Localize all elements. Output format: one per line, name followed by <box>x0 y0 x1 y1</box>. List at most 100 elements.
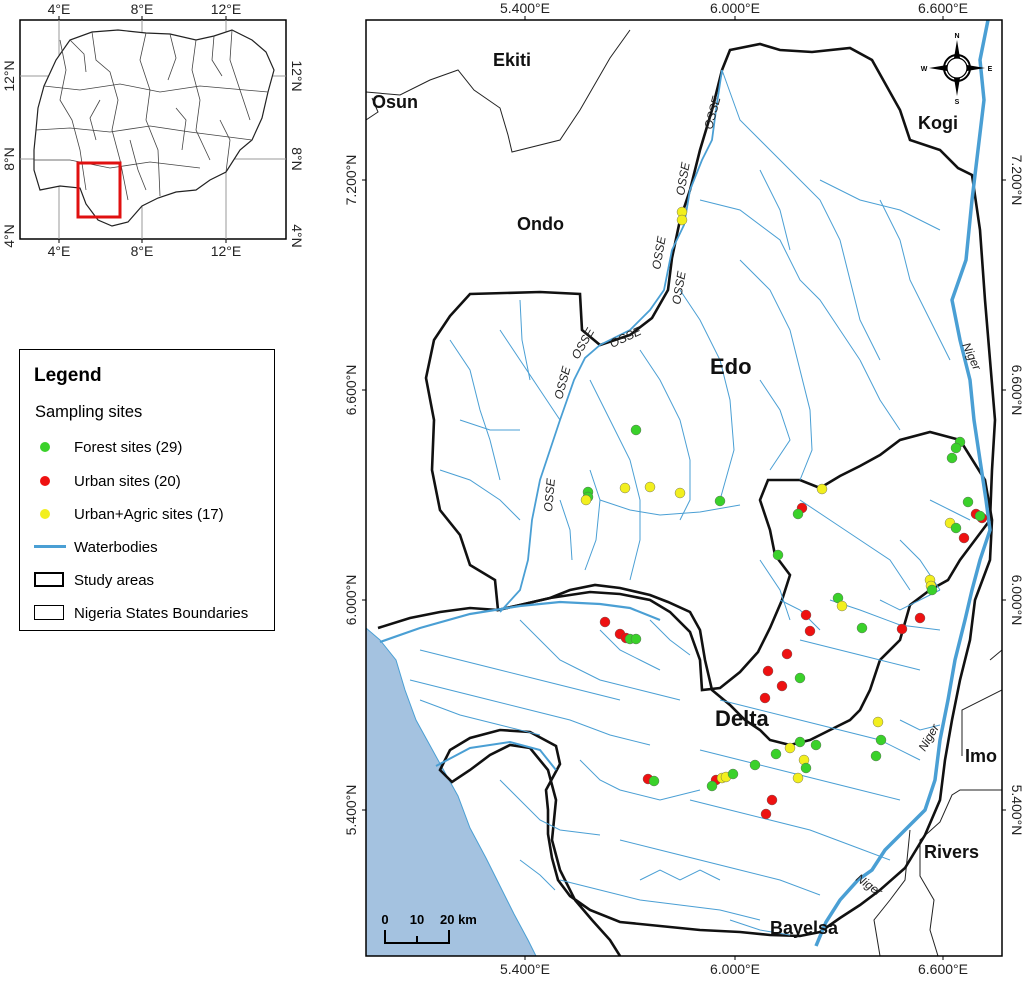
urban-site-marker <box>759 692 771 704</box>
compass-e: E <box>988 66 993 73</box>
forest-site-marker <box>800 762 812 774</box>
forest-site-marker <box>950 522 962 534</box>
inset-top-tick-1: 4°E <box>48 1 71 17</box>
urban-site-marker <box>914 612 926 624</box>
state-label-ekiti: Ekiti <box>493 50 531 70</box>
urban-site-marker <box>760 808 772 820</box>
legend-item-forest: Forest sites (29) <box>34 437 182 457</box>
scale-label-10: 10 <box>410 912 424 927</box>
inset-top-tick-3: 12°E <box>211 1 242 17</box>
legend-item-label: Waterbodies <box>74 538 158 556</box>
inset-right-tick-1: 12°N <box>289 60 305 91</box>
inset-map: 4°E 8°E 12°E 4°E 8°E 12°E 12°N 8°N 4°N 1… <box>1 1 305 259</box>
main-bottom-tick-1: 5.400°E <box>500 961 550 977</box>
forest-site-marker <box>714 495 726 507</box>
river-label-osse: OSSE <box>541 477 558 512</box>
inset-bottom-tick-3: 12°E <box>211 243 242 259</box>
state-boundary-box-icon <box>34 605 64 620</box>
forest-site-marker <box>794 672 806 684</box>
main-bottom-tick-3: 6.600°E <box>918 961 968 977</box>
main-top-tick-3: 6.600°E <box>918 0 968 16</box>
urban-agric-site-marker <box>619 482 631 494</box>
legend-item-label: Study areas <box>74 571 155 589</box>
forest-dot-icon <box>40 442 50 452</box>
forest-site-marker <box>794 736 806 748</box>
legend-item-label: Forest sites (29) <box>74 438 183 456</box>
main-tick-marks <box>362 16 1006 960</box>
sea-area <box>366 627 537 956</box>
urban-site-marker <box>800 609 812 621</box>
urban-site-marker <box>896 623 908 635</box>
inset-left-tick-1: 12°N <box>1 60 17 91</box>
urban-agric-site-marker <box>872 716 884 728</box>
forest-site-marker <box>792 508 804 520</box>
inset-bottom-tick-2: 8°E <box>131 243 154 259</box>
state-label-edo: Edo <box>710 354 752 379</box>
main-left-tick-2: 6.600°N <box>343 365 359 416</box>
forest-site-marker <box>962 496 974 508</box>
legend-item-state-boundaries: Nigeria States Boundaries <box>34 603 248 623</box>
main-map: Ekiti Osun Kogi Ondo Edo Delta Imo River… <box>343 0 1024 977</box>
nigeria-outline <box>33 29 275 227</box>
urban-site-marker <box>781 648 793 660</box>
legend-item-urban-agric: Urban+Agric sites (17) <box>34 504 224 524</box>
legend-item-label: Urban sites (20) <box>74 472 181 490</box>
urban-agric-site-marker <box>792 772 804 784</box>
urban-agric-site-marker <box>644 481 656 493</box>
urban-dot-icon <box>40 476 50 486</box>
legend-title: Legend <box>34 365 102 386</box>
state-label-ondo: Ondo <box>517 214 564 234</box>
legend-item-label: Nigeria States Boundaries <box>74 604 249 622</box>
inset-state-boundaries <box>34 29 269 201</box>
inset-left-tick-2: 8°N <box>1 147 17 171</box>
legend-item-label: Urban+Agric sites (17) <box>74 505 224 523</box>
main-left-tick-1: 7.200°N <box>343 155 359 206</box>
sampling-sites <box>580 206 988 820</box>
urban-site-marker <box>958 532 970 544</box>
state-label-bayelsa: Bayelsa <box>770 918 839 938</box>
study-area-edo <box>424 42 997 747</box>
forest-site-marker <box>856 622 868 634</box>
forest-site-marker <box>727 768 739 780</box>
osse-river <box>499 69 723 613</box>
compass-s: S <box>955 99 960 106</box>
river-label-osse: OSSE <box>669 269 689 305</box>
urban-agric-site-marker <box>580 494 592 506</box>
river-label-osse: OSSE <box>649 234 669 270</box>
state-label-kogi: Kogi <box>918 113 958 133</box>
state-label-osun: Osun <box>372 92 418 112</box>
estuary-channel <box>435 740 557 771</box>
main-right-tick-1: 7.200°N <box>1009 155 1024 206</box>
inset-tick-marks <box>58 16 227 243</box>
forest-site-marker <box>950 442 962 454</box>
forest-site-marker <box>770 748 782 760</box>
legend-panel: Legend Sampling sites Forest sites (29) … <box>19 349 275 631</box>
forest-site-marker <box>648 775 660 787</box>
urban-agric-dot-icon <box>40 509 50 519</box>
urban-agric-site-marker <box>784 742 796 754</box>
urban-site-marker <box>766 794 778 806</box>
scale-label-20: 20 km <box>440 912 477 927</box>
inset-top-tick-2: 8°E <box>131 1 154 17</box>
main-right-tick-4: 5.400°N <box>1009 785 1024 836</box>
main-right-tick-2: 6.600°N <box>1009 365 1024 416</box>
urban-agric-site-marker <box>816 483 828 495</box>
legend-item-urban: Urban sites (20) <box>34 471 181 491</box>
north-arrow-compass: N S E W <box>921 33 993 106</box>
coastal-lagoon <box>379 600 661 644</box>
urban-site-marker <box>599 616 611 628</box>
urban-site-marker <box>804 625 816 637</box>
main-left-tick-4: 5.400°N <box>343 785 359 836</box>
state-label-imo: Imo <box>965 746 997 766</box>
forest-site-marker <box>875 734 887 746</box>
study-area-locator <box>76 161 122 219</box>
legend-item-waterbodies: Waterbodies <box>34 537 158 557</box>
inset-right-tick-3: 4°N <box>289 224 305 248</box>
forest-site-marker <box>772 549 784 561</box>
niger-river <box>814 20 992 947</box>
inset-left-tick-3: 4°N <box>1 224 17 248</box>
forest-site-marker <box>974 510 986 522</box>
inset-bottom-tick-1: 4°E <box>48 243 71 259</box>
legend-subtitle: Sampling sites <box>35 403 143 421</box>
river-label-osse: OSSE <box>673 160 693 196</box>
